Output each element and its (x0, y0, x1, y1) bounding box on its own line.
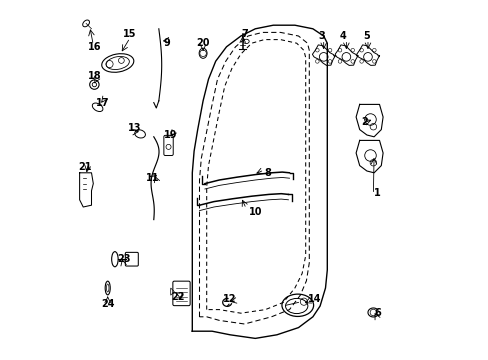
Text: 20: 20 (196, 38, 209, 48)
Text: 13: 13 (128, 123, 141, 133)
Text: 19: 19 (163, 130, 177, 140)
Text: 5: 5 (363, 31, 369, 41)
Text: 18: 18 (87, 71, 101, 81)
Text: 6: 6 (373, 308, 380, 318)
Text: 8: 8 (264, 168, 271, 178)
Text: 24: 24 (101, 299, 114, 309)
Text: 12: 12 (223, 294, 236, 304)
Text: 3: 3 (318, 31, 325, 41)
Text: 1: 1 (373, 188, 380, 198)
Text: 14: 14 (307, 294, 321, 304)
Text: 21: 21 (79, 162, 92, 172)
Text: 15: 15 (123, 29, 137, 39)
Text: 23: 23 (117, 254, 130, 264)
Text: 11: 11 (145, 173, 159, 183)
Text: 16: 16 (88, 42, 102, 52)
Text: 17: 17 (95, 98, 109, 108)
Text: 2: 2 (361, 117, 368, 127)
Text: 4: 4 (340, 31, 346, 41)
Text: 10: 10 (248, 207, 262, 217)
Text: 9: 9 (163, 38, 169, 48)
Text: 22: 22 (171, 292, 184, 302)
Text: 7: 7 (241, 29, 247, 39)
